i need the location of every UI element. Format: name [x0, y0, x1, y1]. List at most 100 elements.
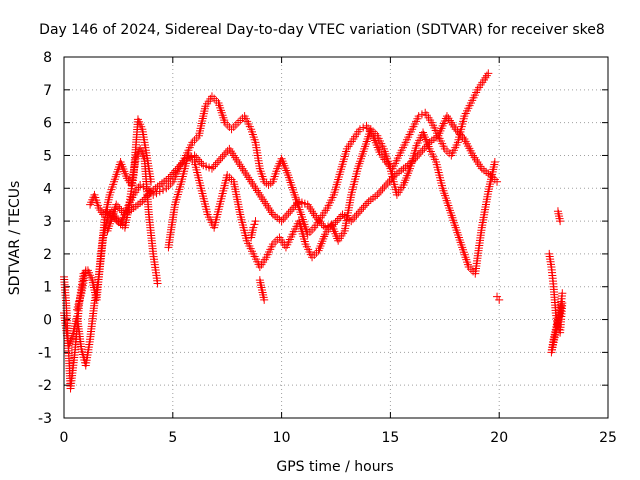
data-point [293, 199, 302, 208]
data-point [312, 213, 321, 222]
data-point [250, 220, 259, 229]
data-point [236, 116, 245, 125]
data-point [317, 219, 326, 228]
data-point [197, 159, 206, 168]
data-point [145, 189, 154, 198]
data-point [495, 295, 504, 304]
data-point [234, 118, 243, 127]
data-point [416, 148, 425, 157]
data-point [147, 177, 156, 186]
data-point [207, 164, 216, 173]
data-point [209, 162, 218, 171]
y-tick-label: 2 [43, 247, 52, 263]
data-point [319, 221, 328, 230]
data-series [73, 69, 493, 314]
data-point [218, 152, 227, 161]
data-point [456, 131, 465, 140]
axis-ticks: 0 5 10 15 20 25 -3 -2 -1 0 1 2 3 4 5 6 7 8 [38, 50, 617, 446]
data-point [174, 162, 183, 171]
data-point [231, 120, 240, 129]
data-point [376, 186, 385, 195]
data-point [220, 150, 229, 159]
data-point [115, 204, 124, 213]
data-point [211, 160, 220, 169]
x-tick-label: 5 [168, 430, 177, 446]
data-series [60, 144, 162, 393]
data-point [418, 146, 427, 155]
data-point [166, 172, 175, 181]
chart-title: Day 146 of 2024, Sidereal Day-to-day VTE… [39, 22, 605, 38]
data-point [355, 207, 364, 216]
y-tick-label: -2 [38, 378, 52, 394]
data-point [113, 202, 122, 211]
data-point [350, 213, 359, 222]
y-tick-label: -3 [38, 411, 52, 427]
data-point [359, 203, 368, 212]
data-point [229, 123, 238, 132]
y-tick-label: -1 [38, 345, 52, 361]
data-point [359, 123, 368, 132]
data-point [355, 125, 364, 134]
data-point [375, 188, 384, 197]
y-tick-label: 3 [43, 214, 52, 230]
data-point [558, 289, 567, 298]
data-markers [60, 69, 567, 393]
data-point [171, 166, 180, 175]
y-tick-label: 4 [43, 181, 52, 197]
data-point [442, 147, 451, 156]
data-point [331, 218, 340, 227]
data-point [143, 191, 152, 200]
data-point [167, 170, 176, 179]
data-point [556, 217, 565, 226]
data-point [281, 213, 290, 222]
data-point [176, 160, 185, 169]
data-point [136, 180, 145, 189]
data-point [166, 179, 175, 188]
y-tick-label: 7 [43, 83, 52, 99]
data-point [382, 180, 391, 189]
data-point [289, 203, 298, 212]
data-point [451, 125, 460, 134]
data-point [277, 217, 286, 226]
data-point [315, 217, 324, 226]
data-point [112, 200, 121, 209]
data-series [247, 217, 504, 304]
data-point [152, 189, 161, 198]
data-series [545, 207, 567, 357]
data-point [139, 182, 148, 191]
data-point [279, 215, 288, 224]
data-series [164, 125, 499, 278]
data-point [169, 168, 178, 177]
data-point [288, 205, 297, 214]
data-point [159, 185, 168, 194]
data-point [455, 129, 464, 138]
data-point [214, 156, 223, 165]
data-point [354, 209, 363, 218]
x-tick-label: 25 [599, 430, 617, 446]
data-point [417, 110, 426, 119]
data-point [117, 206, 126, 215]
data-point [362, 199, 371, 208]
data-point [251, 217, 260, 226]
data-point [458, 133, 467, 142]
plot-frame [63, 56, 609, 419]
data-point [141, 193, 150, 202]
x-tick-label: 15 [381, 430, 399, 446]
data-point [361, 201, 370, 210]
y-axis-label: SDTVAR / TECUs [7, 181, 23, 296]
y-tick-label: 0 [43, 313, 52, 329]
data-point [213, 158, 222, 167]
data-point [484, 69, 493, 78]
data-point [291, 201, 300, 210]
data-point [271, 237, 280, 246]
data-point [140, 195, 149, 204]
data-point [373, 190, 382, 199]
data-point [153, 279, 162, 288]
data-point [333, 216, 342, 225]
data-point [173, 164, 182, 173]
data-point [385, 177, 394, 186]
x-tick-label: 0 [60, 430, 69, 446]
data-point [383, 179, 392, 188]
data-point [357, 205, 366, 214]
data-point [314, 215, 323, 224]
